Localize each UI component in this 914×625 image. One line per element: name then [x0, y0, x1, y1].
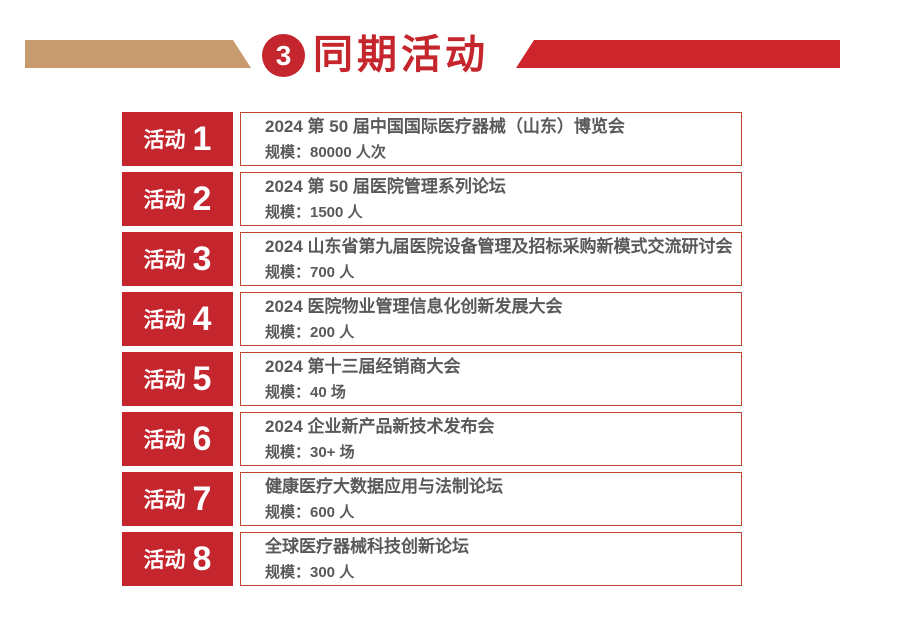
- activity-label-badge: 活动 8: [122, 532, 233, 586]
- activity-label-text: 活动: [143, 369, 186, 392]
- activity-title: 2024 第 50 届中国国际医疗器械（山东）博览会: [265, 117, 625, 137]
- activity-title: 健康医疗大数据应用与法制论坛: [265, 477, 503, 497]
- activity-label-badge: 活动 4: [122, 292, 233, 346]
- activity-row-3: 活动 3 2024 山东省第九届医院设备管理及招标采购新模式交流研讨会 规模：7…: [122, 232, 742, 286]
- activity-row-5: 活动 5 2024 第十三届经销商大会 规模：40 场: [122, 352, 742, 406]
- activity-title: 2024 第十三届经销商大会: [265, 357, 461, 377]
- activity-row-4: 活动 4 2024 医院物业管理信息化创新发展大会 规模：200 人: [122, 292, 742, 346]
- activity-scale: 规模：700 人: [265, 263, 355, 281]
- activity-label-badge: 活动 3: [122, 232, 233, 286]
- activity-label-badge: 活动 7: [122, 472, 233, 526]
- header-tan-bar: [25, 40, 251, 68]
- activity-scale: 规模：300 人: [265, 563, 355, 581]
- activity-label-badge: 活动 6: [122, 412, 233, 466]
- activity-scale: 规模：80000 人次: [265, 143, 386, 161]
- activity-details: 2024 企业新产品新技术发布会 规模：30+ 场: [240, 412, 742, 466]
- activity-details: 全球医疗器械科技创新论坛 规模：300 人: [240, 532, 742, 586]
- activity-title: 全球医疗器械科技创新论坛: [265, 537, 469, 557]
- section-number: 3: [275, 39, 292, 71]
- activity-title: 2024 山东省第九届医院设备管理及招标采购新模式交流研讨会: [265, 237, 733, 257]
- activity-scale: 规模：30+ 场: [265, 443, 355, 461]
- activity-scale: 规模：1500 人: [265, 203, 363, 221]
- activity-row-8: 活动 8 全球医疗器械科技创新论坛 规模：300 人: [122, 532, 742, 586]
- activity-number: 2: [192, 179, 212, 218]
- activity-label-text: 活动: [143, 549, 186, 572]
- activity-number: 3: [192, 239, 212, 278]
- activity-number: 8: [192, 539, 212, 578]
- activity-details: 2024 第 50 届医院管理系列论坛 规模：1500 人: [240, 172, 742, 226]
- activity-row-6: 活动 6 2024 企业新产品新技术发布会 规模：30+ 场: [122, 412, 742, 466]
- activity-scale: 规模：40 场: [265, 383, 346, 401]
- activity-scale: 规模：600 人: [265, 503, 355, 521]
- activity-label-badge: 活动 5: [122, 352, 233, 406]
- activity-title: 2024 医院物业管理信息化创新发展大会: [265, 297, 563, 317]
- activity-details: 健康医疗大数据应用与法制论坛 规模：600 人: [240, 472, 742, 526]
- activity-label-text: 活动: [143, 429, 186, 452]
- section-number-badge: 3: [262, 34, 305, 77]
- activity-label-badge: 活动 2: [122, 172, 233, 226]
- activity-label-badge: 活动 1: [122, 112, 233, 166]
- activity-row-2: 活动 2 2024 第 50 届医院管理系列论坛 规模：1500 人: [122, 172, 742, 226]
- activity-number: 4: [192, 299, 212, 338]
- activity-details: 2024 第 50 届中国国际医疗器械（山东）博览会 规模：80000 人次: [240, 112, 742, 166]
- activity-details: 2024 山东省第九届医院设备管理及招标采购新模式交流研讨会 规模：700 人: [240, 232, 742, 286]
- page-title: 同期活动: [313, 33, 489, 77]
- activity-number: 1: [192, 119, 212, 158]
- activity-number: 5: [192, 359, 212, 398]
- activity-label-text: 活动: [143, 309, 186, 332]
- activity-label-text: 活动: [143, 189, 186, 212]
- activity-number: 7: [192, 479, 212, 518]
- activity-scale: 规模：200 人: [265, 323, 355, 341]
- activity-label-text: 活动: [143, 129, 186, 152]
- activity-row-1: 活动 1 2024 第 50 届中国国际医疗器械（山东）博览会 规模：80000…: [122, 112, 742, 166]
- activity-row-7: 活动 7 健康医疗大数据应用与法制论坛 规模：600 人: [122, 472, 742, 526]
- activity-details: 2024 第十三届经销商大会 规模：40 场: [240, 352, 742, 406]
- activity-label-text: 活动: [143, 489, 186, 512]
- activity-list: 活动 1 2024 第 50 届中国国际医疗器械（山东）博览会 规模：80000…: [122, 112, 742, 592]
- header-red-bar: [516, 40, 840, 68]
- activity-number: 6: [192, 419, 212, 458]
- activity-label-text: 活动: [143, 249, 186, 272]
- activity-title: 2024 第 50 届医院管理系列论坛: [265, 177, 506, 197]
- activity-title: 2024 企业新产品新技术发布会: [265, 417, 495, 437]
- activity-details: 2024 医院物业管理信息化创新发展大会 规模：200 人: [240, 292, 742, 346]
